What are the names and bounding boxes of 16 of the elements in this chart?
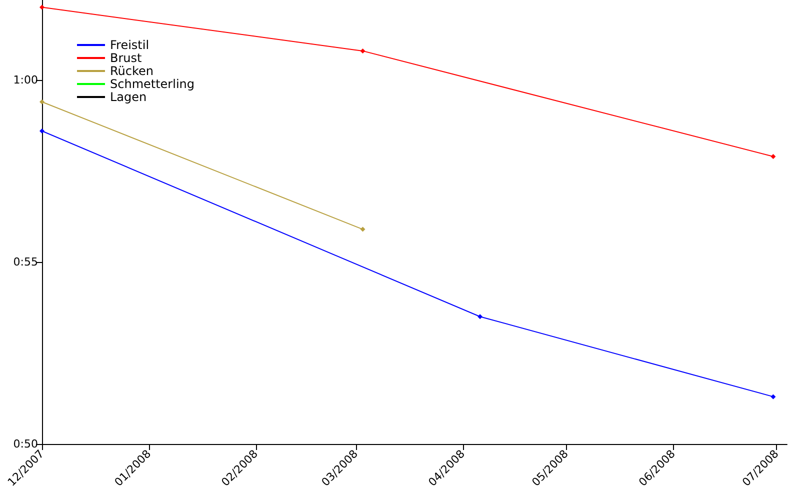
legend-label: Schmetterling <box>110 77 195 91</box>
y-tick-label: 0:55 <box>13 256 38 269</box>
point <box>40 99 44 104</box>
point <box>40 128 44 134</box>
legend-label: Lagen <box>110 90 147 104</box>
point <box>40 4 44 10</box>
point <box>770 394 776 400</box>
point <box>478 314 483 320</box>
point <box>360 226 366 232</box>
y-tick-label: 0:50 <box>13 438 38 450</box>
y-tick-label: 1:00 <box>13 74 38 87</box>
legend-label: Brust <box>110 51 142 65</box>
legend-label: Freistil <box>110 38 150 52</box>
point <box>770 154 776 159</box>
point <box>360 48 366 54</box>
legend-label: Rücken <box>110 64 154 78</box>
